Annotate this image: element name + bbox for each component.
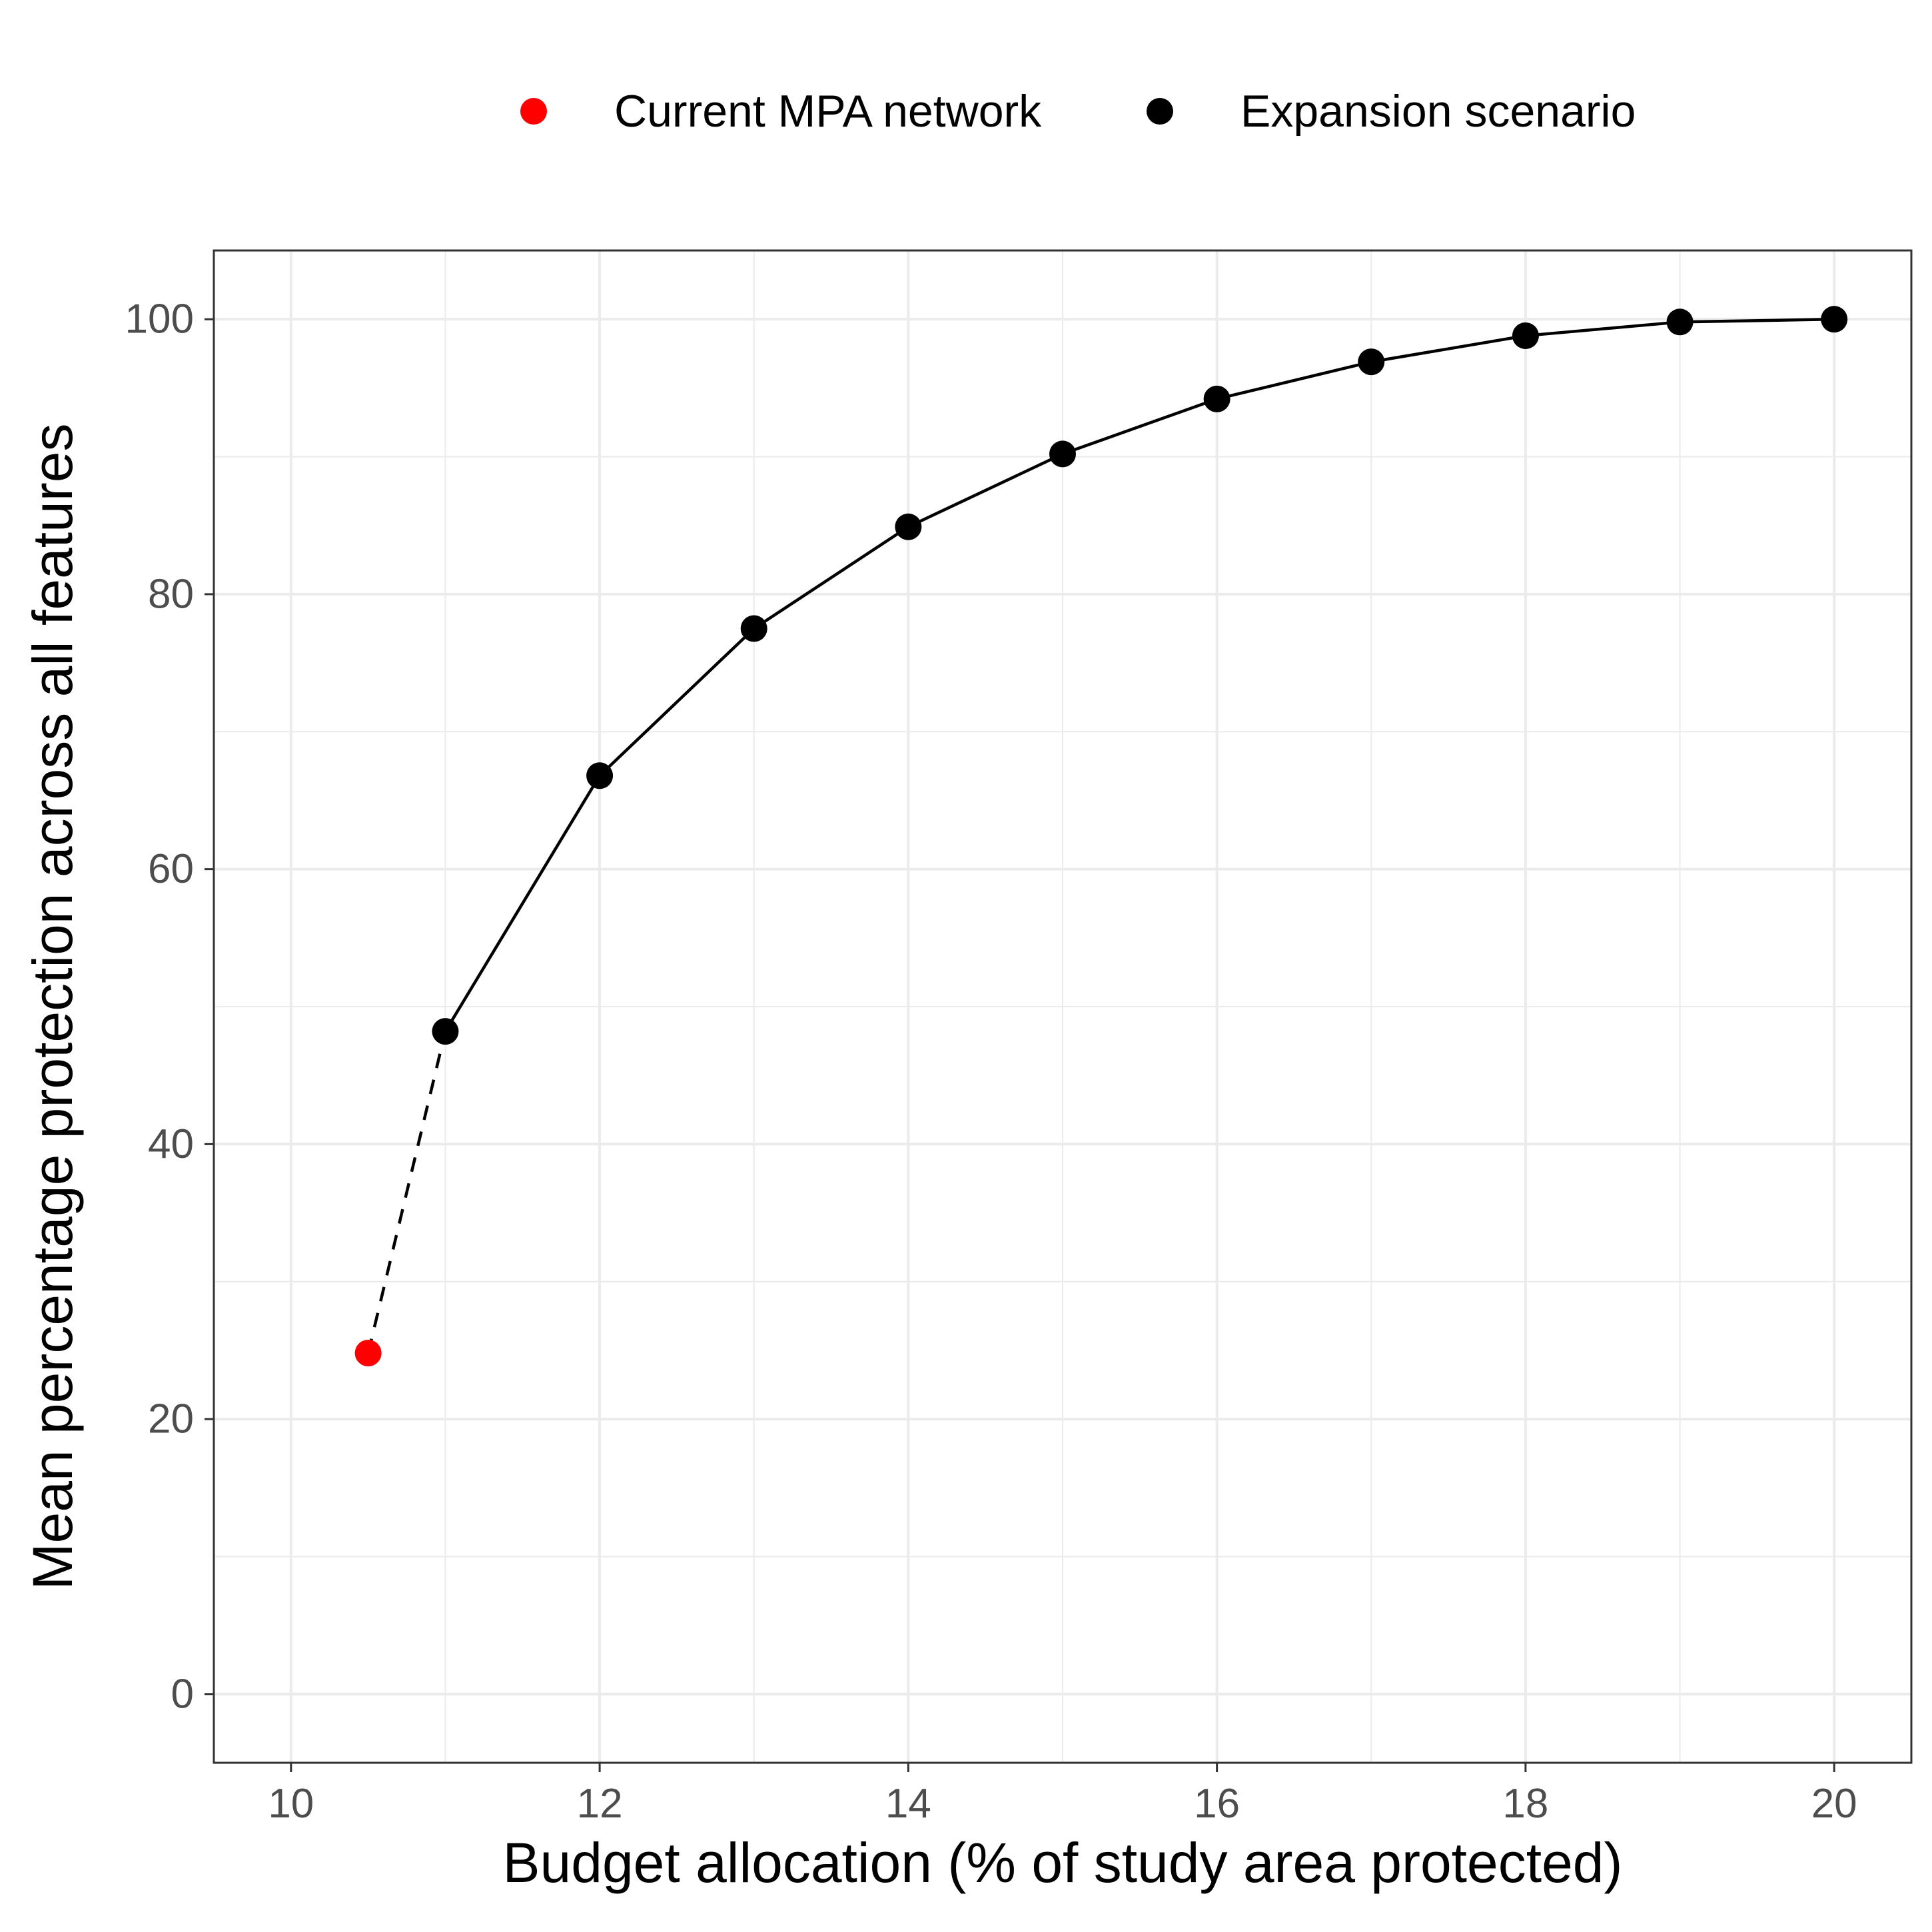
y-tick-label: 40	[148, 1121, 194, 1167]
expansion-point	[1666, 308, 1693, 336]
expansion-point	[1358, 348, 1385, 376]
x-tick-label: 10	[268, 1781, 314, 1827]
points-layer	[354, 306, 1848, 1367]
legend: Current MPA network Expansion scenario	[520, 86, 1636, 137]
expansion-point	[1821, 306, 1848, 333]
expansion-line	[444, 317, 1835, 1033]
expansion-point	[432, 1018, 459, 1045]
panel-border	[213, 249, 1913, 1764]
legend-label-expansion: Expansion scenario	[1240, 86, 1636, 137]
grid-major	[214, 250, 1911, 1763]
expansion-point	[1203, 385, 1230, 412]
legend-marker-current	[520, 98, 547, 125]
x-tick-label: 12	[577, 1781, 623, 1827]
y-axis-title: Mean percentage protection across all fe…	[21, 424, 84, 1590]
connector-line	[366, 1031, 447, 1354]
legend-marker-expansion	[1147, 98, 1173, 125]
expansion-point	[740, 615, 767, 642]
line-layer	[444, 317, 1835, 1033]
y-tick-label: 60	[148, 846, 194, 892]
connector-layer	[366, 1031, 447, 1354]
y-tick-label: 80	[148, 571, 194, 617]
plot-panel	[213, 249, 1913, 1764]
x-axis: 10 12 14 16 18 20	[268, 1763, 1857, 1827]
x-tick-label: 16	[1194, 1781, 1240, 1827]
grid-minor	[214, 250, 1911, 1763]
expansion-point	[586, 762, 614, 789]
expansion-point	[1512, 322, 1539, 349]
y-axis: 0 20 40 60 80 100	[125, 296, 214, 1717]
y-tick-label: 100	[125, 296, 194, 342]
current-network-point	[354, 1340, 382, 1367]
legend-label-current: Current MPA network	[614, 86, 1042, 137]
y-tick-label: 0	[171, 1671, 194, 1717]
expansion-point	[1049, 440, 1076, 468]
x-tick-label: 20	[1811, 1781, 1857, 1827]
x-axis-title: Budget allocation (% of study area prote…	[503, 1831, 1623, 1894]
x-tick-label: 18	[1502, 1781, 1548, 1827]
expansion-point	[895, 513, 922, 540]
y-tick-label: 20	[148, 1396, 194, 1442]
x-tick-label: 14	[885, 1781, 931, 1827]
